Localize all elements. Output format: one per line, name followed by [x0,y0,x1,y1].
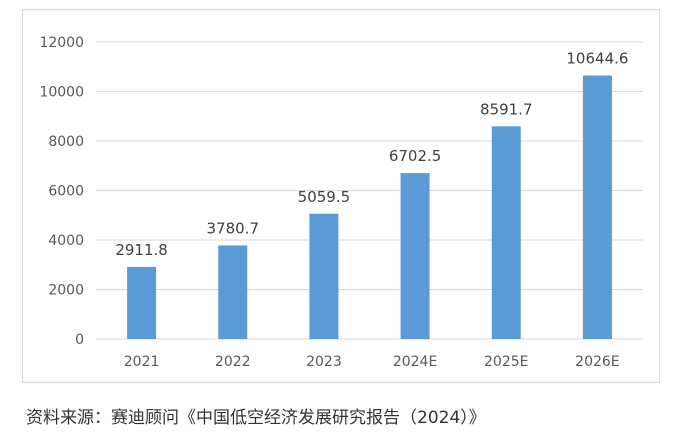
x-tick-label: 2026E [575,354,619,370]
data-label: 8591.7 [480,100,533,118]
bar [582,75,612,340]
bar [127,266,157,339]
x-tick-label: 2024E [393,354,437,370]
bar [400,173,430,339]
y-tick-label: 10000 [39,85,84,101]
y-tick-label: 6000 [48,184,84,200]
y-tick-label: 8000 [48,134,84,150]
y-tick-label: 0 [75,332,84,348]
data-label: 5059.5 [298,188,351,206]
bar [218,245,248,339]
bar [309,213,339,339]
x-tick-label: 2025E [484,354,528,370]
data-label: 2911.8 [115,241,168,259]
data-label: 3780.7 [207,219,260,237]
x-tick-label: 2022 [215,354,251,370]
source-note: 资料来源：赛迪顾问《中国低空经济发展研究报告（2024）》 [26,408,486,428]
y-tick-label: 12000 [39,35,84,51]
data-label: 6702.5 [389,147,442,165]
x-tick-label: 2021 [124,354,160,370]
bar-chart: 0 2000 4000 6000 8000 10000 12000 2911.8 2021 378… [39,35,643,370]
data-label: 10644.6 [566,50,628,68]
bar [491,126,521,339]
chart-frame: 0 2000 4000 6000 8000 10000 12000 2911.8 2021 378… [22,9,660,383]
y-tick-label: 4000 [48,233,84,249]
y-tick-label: 2000 [48,283,84,299]
x-tick-label: 2023 [306,354,342,370]
